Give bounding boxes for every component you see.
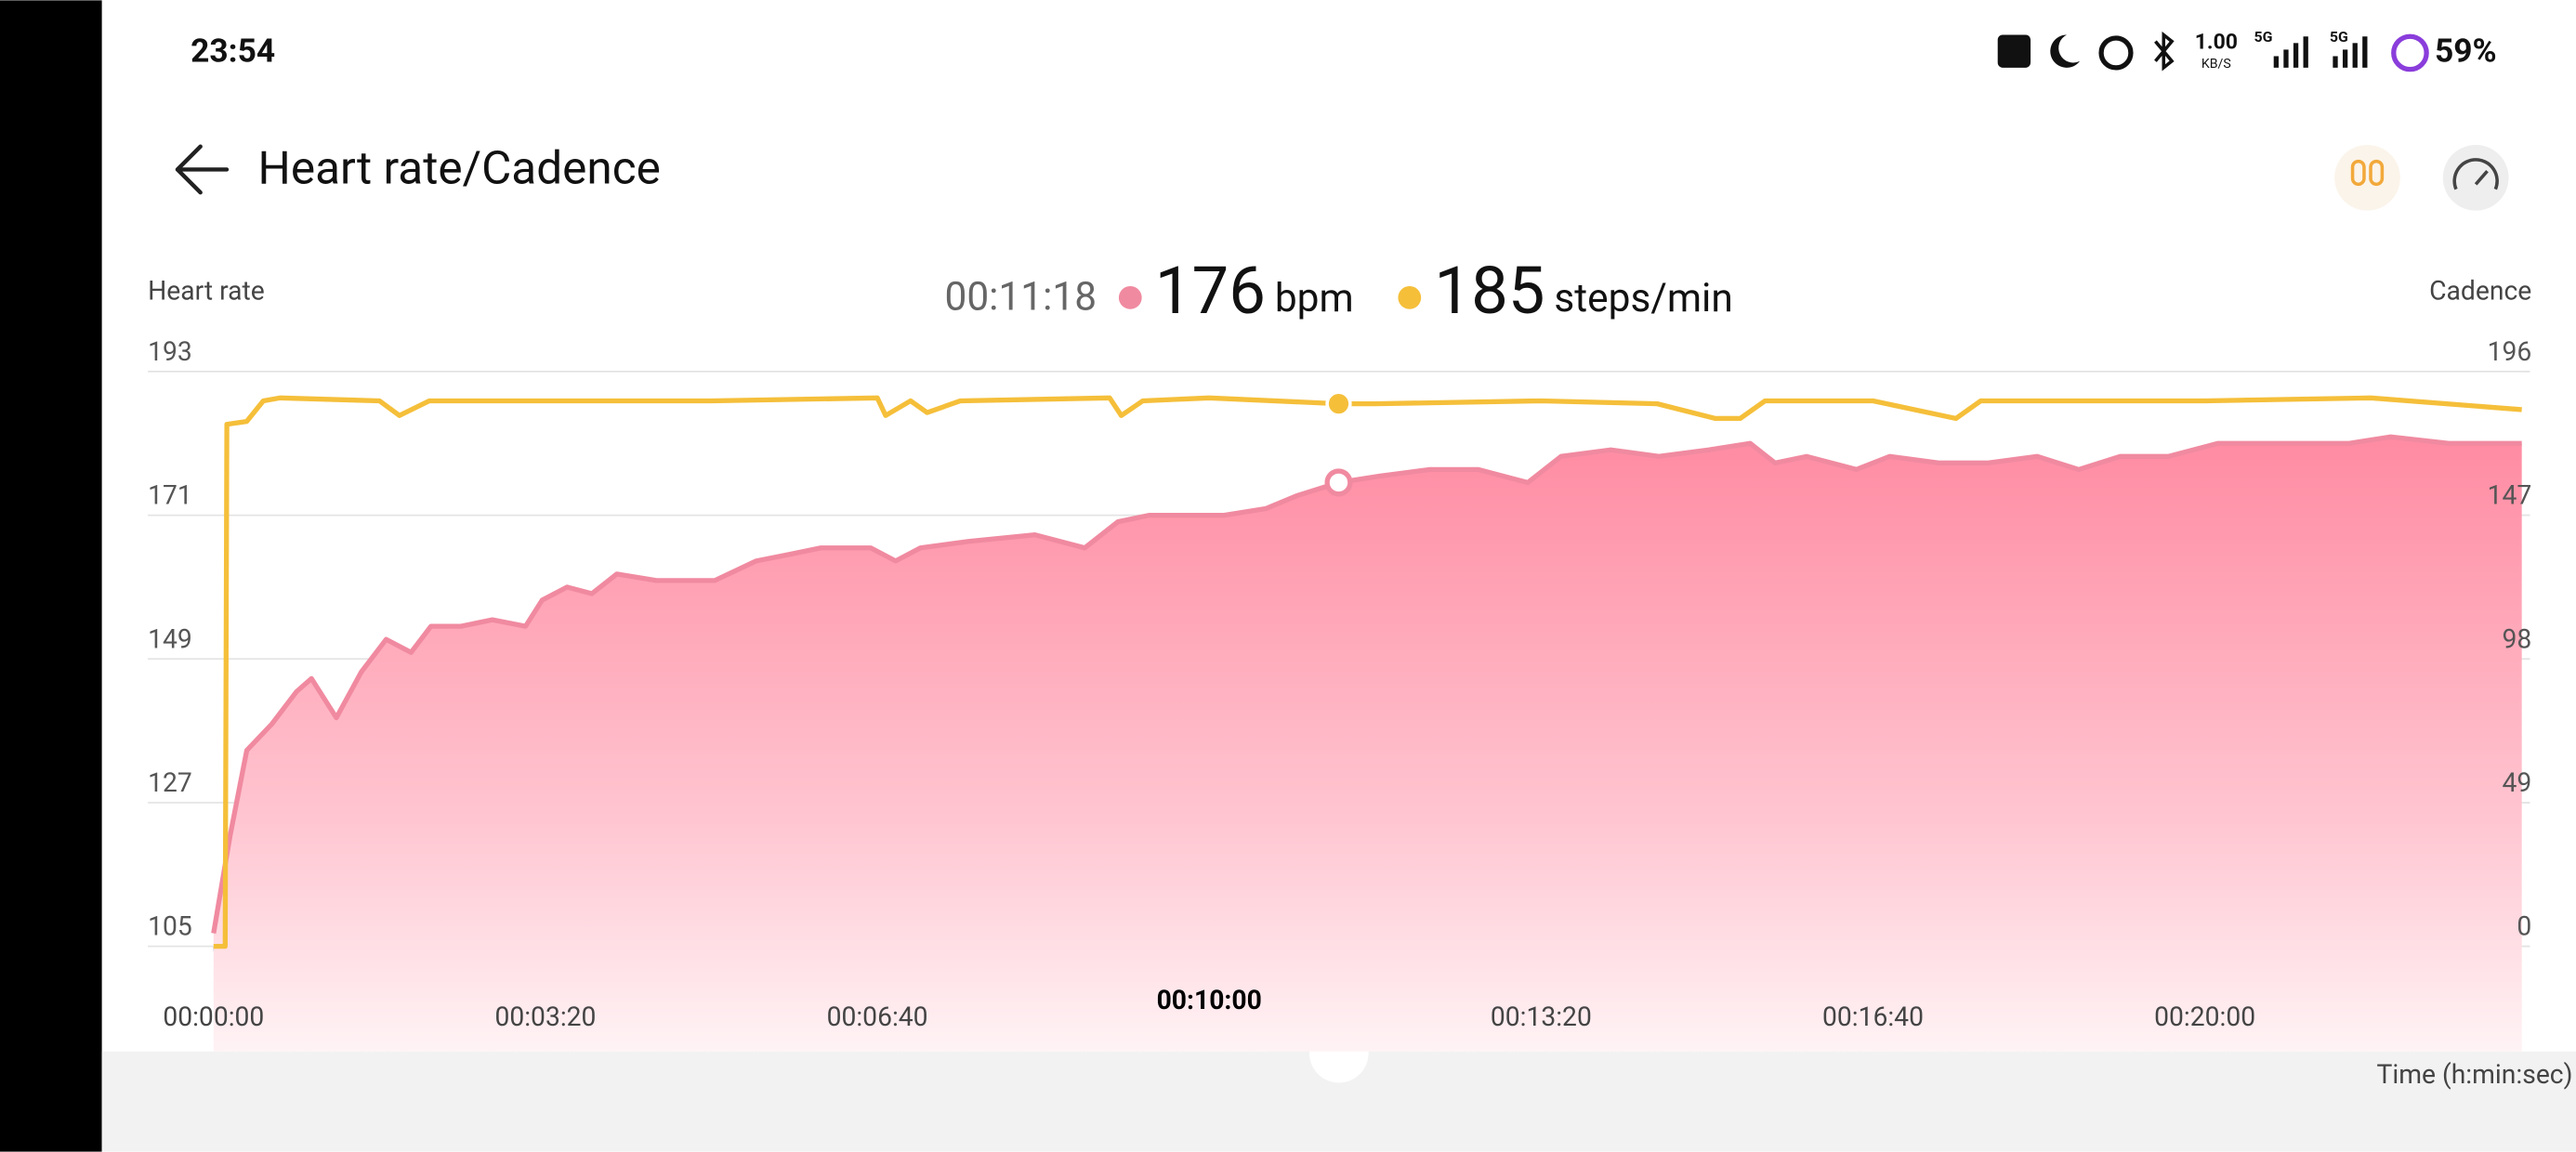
signal-bar [2362, 36, 2368, 68]
legend-dot [1398, 285, 1422, 309]
back-arrow[interactable] [175, 144, 230, 195]
legend-dot [1118, 285, 1142, 309]
lines [211, 395, 2522, 949]
x-axis-title: Time (h:min:sec) [2377, 1059, 2573, 1090]
y2-axis-title: Cadence [2429, 276, 2531, 307]
net-speed: 1.00 [2195, 29, 2238, 54]
gauge-needle [2474, 170, 2489, 186]
y2-tick-label: 196 [2488, 336, 2532, 367]
x-tick-label: 00:10:00 [1157, 985, 1262, 1015]
cadence-toggle[interactable] [2334, 144, 2400, 211]
signal-bar [2352, 43, 2358, 68]
status-time: 23:54 [191, 31, 275, 70]
readout-time: 00:11:18 [945, 274, 1097, 320]
y-tick-label: 127 [148, 767, 192, 798]
series-area [213, 437, 2522, 1052]
toggle-bg[interactable] [2442, 144, 2509, 211]
x-tick-label: 00:16:40 [1822, 1001, 1924, 1032]
series-line [213, 395, 2522, 949]
y-tick-label: 105 [148, 911, 192, 942]
nfc-icon [1997, 34, 2031, 68]
y-axis-title: Heart rate [148, 276, 265, 307]
battery-ring [2391, 33, 2429, 72]
readout-heart-rate-unit: bpm [1275, 276, 1354, 321]
network-type: 5G [2330, 28, 2348, 46]
signal-bar [2283, 49, 2289, 68]
series-line [211, 434, 2522, 935]
signal-bar [2333, 56, 2338, 68]
x-tick-label: 00:20:00 [2154, 1001, 2255, 1032]
signal-bar [2303, 36, 2308, 68]
page-title: Heart rate/Cadence [258, 141, 661, 195]
left-bezel [0, 0, 102, 1152]
chart: Heart rate Cadence Time (h:min:sec) 105 127 1… [148, 253, 2573, 1090]
x-tick-label: 00:06:40 [827, 1001, 928, 1032]
y-tick-label: 193 [148, 336, 192, 367]
footprint [2350, 159, 2366, 187]
back-button[interactable] [175, 144, 230, 195]
net-speed-unit: KB/S [2201, 57, 2231, 72]
bluetooth-icon [2154, 31, 2175, 72]
x-tick-label: 00:00:00 [163, 1001, 264, 1032]
alarm-icon [2098, 35, 2134, 71]
signal-bar [2293, 43, 2299, 68]
toggle-bg[interactable] [2334, 144, 2400, 211]
y-tick-label: 171 [148, 480, 192, 511]
y2-tick-label: 49 [2502, 767, 2531, 798]
cursor-dot [1324, 468, 1353, 497]
status-icons [1997, 31, 2429, 72]
areas [213, 437, 2522, 1052]
x-tick-label: 00:03:20 [494, 1001, 596, 1032]
readout-heart-rate: 176 [1155, 253, 1266, 330]
moon-icon [2050, 34, 2081, 68]
battery-level: 59% [2435, 31, 2497, 70]
y2-tick-label: 147 [2488, 480, 2532, 511]
y-tick-label: 149 [148, 623, 192, 654]
signal-bar [2273, 56, 2280, 68]
gauge [2452, 158, 2499, 190]
readout-cadence: 185 [1434, 253, 1544, 330]
speed-toggle[interactable] [2442, 144, 2509, 211]
y2-tick-label: 0 [2517, 911, 2531, 942]
signal-bar [2342, 49, 2348, 68]
readout-cadence-unit: steps/min [1554, 276, 1732, 321]
cursor-dot [1325, 390, 1352, 417]
footprint [2369, 159, 2385, 187]
network-type: 5G [2254, 28, 2273, 46]
x-tick-label: 00:13:20 [1491, 1001, 1592, 1032]
y2-tick-label: 98 [2502, 623, 2531, 654]
